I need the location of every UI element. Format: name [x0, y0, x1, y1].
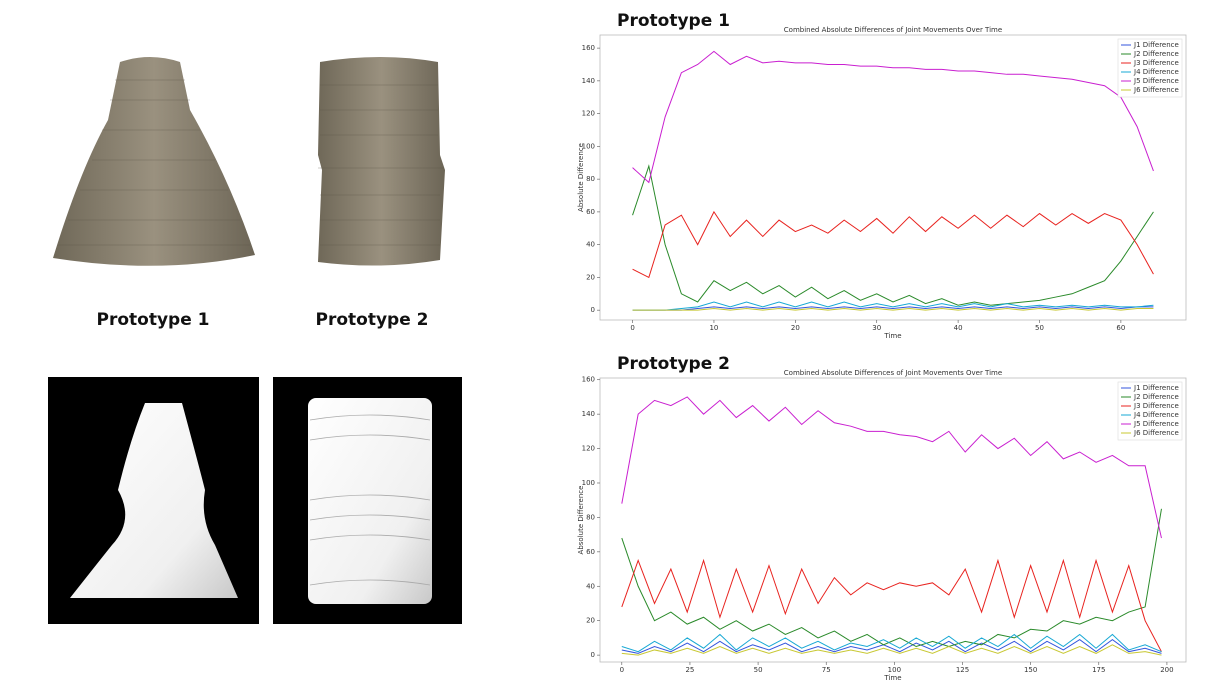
chart-title: Combined Absolute Differences of Joint M… [784, 26, 1002, 34]
panel-title: Prototype 1 [617, 11, 730, 31]
chart-title: Combined Absolute Differences of Joint M… [784, 369, 1002, 377]
photo-prototype-2 [318, 57, 445, 266]
legend-label: J5 Difference [1133, 420, 1179, 428]
series-line [621, 508, 1162, 648]
y-axis-label: Absolute Difference [577, 143, 585, 212]
y-tick-label: 80 [586, 175, 595, 183]
layer-lines [58, 79, 250, 246]
legend-label: J1 Difference [1133, 41, 1179, 49]
x-tick-label: 25 [685, 666, 694, 674]
legend-label: J4 Difference [1133, 411, 1179, 419]
panel-title: Prototype 2 [617, 354, 730, 374]
legend-label: J1 Difference [1133, 384, 1179, 392]
series-line [621, 558, 1162, 652]
series-line [632, 50, 1154, 184]
legend-label: J3 Difference [1133, 59, 1179, 67]
series-line [632, 164, 1154, 306]
x-tick-label: 100 [888, 666, 901, 674]
photo-prototype-1 [53, 57, 255, 266]
x-tick-label: 175 [1092, 666, 1105, 674]
legend-label: J5 Difference [1133, 77, 1179, 85]
render-ribs [309, 414, 431, 586]
plot-frame [599, 377, 1187, 663]
legend-label: J4 Difference [1133, 68, 1179, 76]
y-tick-label: 60 [586, 548, 595, 556]
series-line [632, 306, 1154, 311]
y-tick-label: 40 [586, 582, 595, 590]
series-line [621, 644, 1162, 656]
y-tick-label: 160 [582, 44, 595, 52]
x-axis-label: Time [883, 332, 901, 340]
y-tick-label: 140 [582, 410, 595, 418]
series-line [621, 633, 1162, 653]
x-tick-label: 60 [1116, 324, 1125, 332]
photo-label: Prototype 2 [316, 310, 429, 330]
y-tick-label: 160 [582, 376, 595, 384]
x-tick-label: 30 [872, 324, 881, 332]
x-tick-label: 50 [754, 666, 763, 674]
y-tick-label: 140 [582, 77, 595, 85]
legend-label: J2 Difference [1133, 393, 1179, 401]
legend-label: J6 Difference [1133, 86, 1179, 94]
layer-lines [318, 84, 444, 246]
series-line [632, 210, 1154, 279]
y-tick-label: 120 [582, 110, 595, 118]
legend-box [1117, 38, 1183, 98]
x-tick-label: 75 [822, 666, 831, 674]
series-line [632, 301, 1154, 311]
plot-frame [599, 34, 1187, 321]
x-tick-label: 0 [620, 666, 624, 674]
series-line [632, 308, 1154, 311]
y-tick-label: 0 [591, 306, 595, 314]
y-tick-label: 0 [591, 651, 595, 659]
legend-label: J6 Difference [1133, 429, 1179, 437]
series-line [621, 639, 1162, 654]
legend-label: J3 Difference [1133, 402, 1179, 410]
photo-label: Prototype 1 [97, 310, 210, 330]
x-tick-label: 20 [791, 324, 800, 332]
x-tick-label: 40 [954, 324, 963, 332]
x-axis-label: Time [883, 674, 901, 682]
x-tick-label: 125 [956, 666, 969, 674]
y-tick-label: 20 [586, 273, 595, 281]
x-tick-label: 200 [1160, 666, 1173, 674]
legend-label: J2 Difference [1133, 50, 1179, 58]
x-tick-label: 50 [1035, 324, 1044, 332]
y-tick-label: 40 [586, 241, 595, 249]
render-shape [70, 403, 238, 598]
y-tick-label: 100 [582, 479, 595, 487]
x-tick-label: 10 [709, 324, 718, 332]
y-tick-label: 80 [586, 513, 595, 521]
y-tick-label: 20 [586, 617, 595, 625]
y-tick-label: 60 [586, 208, 595, 216]
x-tick-label: 150 [1024, 666, 1037, 674]
y-tick-label: 120 [582, 445, 595, 453]
series-line [621, 396, 1162, 539]
y-tick-label: 100 [582, 142, 595, 150]
y-axis-label: Absolute Difference [577, 486, 585, 555]
x-tick-label: 0 [630, 324, 634, 332]
render-shape [308, 398, 432, 604]
legend-box [1117, 381, 1183, 441]
